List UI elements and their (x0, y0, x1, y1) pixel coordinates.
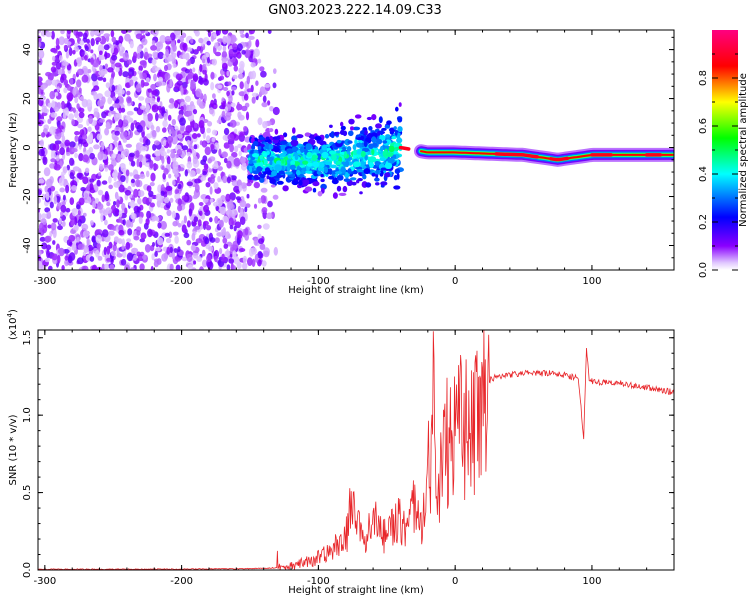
snr-frame (37, 329, 675, 571)
snr-y-scale: (x104) (6, 309, 19, 340)
spectrogram-x-label: Height of straight line (km) (288, 285, 424, 296)
spectrogram-broad-band (246, 102, 404, 199)
snr-x-ticks: -300 -200 -100 0 100 (33, 330, 648, 587)
spectrogram-plot (38, 30, 674, 270)
spectrogram-x-tick-label: -300 (33, 276, 56, 287)
spectrogram-x-tick-label: -200 (170, 276, 193, 287)
spectrogram-frame (37, 29, 675, 271)
spectrogram-x-tick-label: 0 (452, 276, 458, 287)
colorbar-tick-label: 0.2 (698, 214, 709, 230)
colorbar-ticks: 0.0 0.2 0.4 0.6 0.8 (698, 53, 738, 278)
snr-x-tick-label: -300 (33, 576, 56, 587)
snr-y-tick-label: 0.5 (22, 485, 33, 501)
colorbar-tick-label: 0.8 (698, 70, 709, 86)
colorbar-tick-label: 0.6 (698, 118, 709, 134)
colorbar-tick-label: 0.4 (698, 166, 709, 182)
snr-y-scale-close: ) (8, 309, 19, 313)
spectrogram-y-tick-label: -40 (22, 237, 33, 253)
snr-plot (38, 330, 674, 570)
snr-y-tick-label: 1.5 (22, 330, 33, 346)
spectrogram-x-ticks: -300 -200 -100 0 100 (33, 30, 648, 287)
snr-y-scale-base: (x10 (8, 317, 19, 340)
snr-x-label: Height of straight line (km) (288, 585, 424, 596)
snr-series-line (38, 330, 674, 570)
spectrogram-y-label: Frequency (Hz) (8, 112, 19, 188)
snr-y-tick-label: 0.0 (22, 562, 33, 578)
colorbar-tick-label: 0.0 (698, 262, 709, 278)
spectrogram-y-tick-label: -20 (22, 188, 33, 204)
snr-x-tick-label: 100 (582, 576, 601, 587)
spectrogram-x-tick-label: -100 (307, 276, 330, 287)
spectrogram-noise-region (38, 30, 280, 270)
spectrogram-y-tick-label: 20 (22, 92, 33, 105)
snr-y-ticks: 0.0 0.5 1.0 1.5 (22, 330, 674, 578)
spectrogram-narrow-band (398, 144, 674, 167)
spectrogram-y-tick-label: 40 (22, 43, 33, 56)
snr-x-tick-label: 0 (452, 576, 458, 587)
colorbar: 0.0 0.2 0.4 0.6 0.8 Normalized spectral ampl… (698, 30, 749, 278)
spectrogram-x-tick-label: 100 (582, 276, 601, 287)
svg-text:(x104): (x104) (6, 309, 19, 340)
snr-x-tick-label: -200 (170, 576, 193, 587)
snr-panel: -300 -200 -100 0 100 0.0 0.5 1.0 1.5 Height of … (6, 309, 675, 596)
snr-y-tick-label: 1.0 (22, 407, 33, 423)
colorbar-label: Normalized spectral amplitude (738, 73, 749, 227)
spectrogram-y-ticks: -40 -20 0 20 40 (22, 36, 674, 271)
spectrogram-y-tick-label: 0 (22, 144, 33, 150)
colorbar-gradient (712, 30, 738, 270)
snr-y-label: SNR (10 * v/v) (8, 414, 19, 485)
snr-x-tick-label: -100 (307, 576, 330, 587)
chart-title: GN03.2023.222.14.09.C33 (268, 3, 442, 18)
snr-y-scale-exp: 4 (6, 312, 14, 317)
